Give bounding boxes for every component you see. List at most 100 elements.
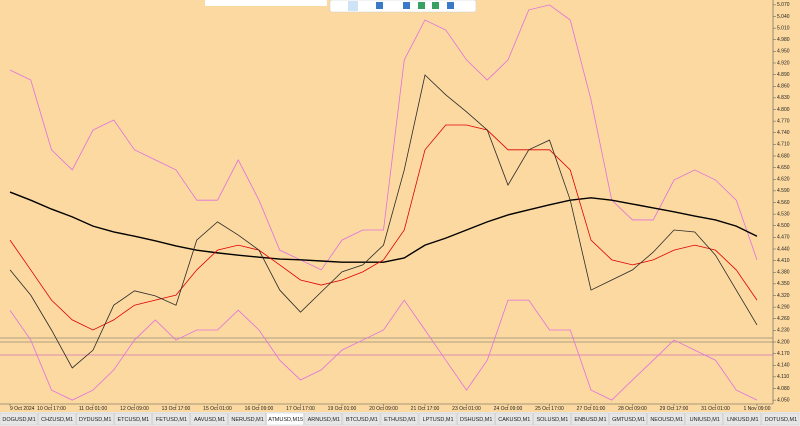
y-tick-label: 4.110 bbox=[777, 374, 789, 380]
x-tick-label: 31 Oct 01:00 bbox=[701, 406, 730, 412]
tab-label: ETHUSD,M1 bbox=[384, 417, 416, 423]
tab[interactable] bbox=[0, 412, 38, 426]
x-tick-label: 16 Oct 09:00 bbox=[245, 406, 274, 412]
tab-label: GMTUSD,M1 bbox=[612, 417, 645, 423]
y-tick-label: 4.080 bbox=[777, 386, 790, 392]
y-tick-label: 5.040 bbox=[777, 14, 790, 20]
x-tick-label: 17 Oct 17:00 bbox=[286, 406, 315, 412]
y-tick-label: 4.200 bbox=[777, 339, 790, 345]
tab[interactable] bbox=[228, 412, 266, 426]
y-tick-label: 4.050 bbox=[777, 397, 790, 403]
x-tick-label: 19 Oct 01:00 bbox=[328, 406, 357, 412]
price-axis bbox=[773, 0, 800, 412]
tab-label: CAKUSD,M1 bbox=[498, 417, 530, 423]
y-tick-label: 4.890 bbox=[777, 72, 790, 78]
x-tick-label: 1 Nov 09:00 bbox=[744, 406, 771, 412]
tab-label: CHZUSD,M1 bbox=[41, 417, 73, 423]
y-tick-label: 4.980 bbox=[777, 37, 790, 43]
y-tick-label: 4.710 bbox=[777, 142, 790, 148]
x-tick-label: 12 Oct 09:00 bbox=[120, 406, 149, 412]
y-tick-label: 4.650 bbox=[777, 165, 790, 171]
tab[interactable] bbox=[342, 412, 381, 426]
x-tick-label: 20 Oct 09:00 bbox=[369, 406, 398, 412]
tab-label: NERUSD,M1 bbox=[231, 417, 263, 423]
tab-label: ATMUSD,M15 bbox=[268, 417, 303, 423]
y-tick-label: 4.560 bbox=[777, 200, 790, 206]
y-tick-label: 4.590 bbox=[777, 188, 790, 194]
tab-label: NEOUSD,M1 bbox=[650, 417, 683, 423]
tab[interactable] bbox=[75, 412, 114, 426]
y-tick-label: 4.230 bbox=[777, 328, 790, 334]
x-tick-label: 25 Oct 17:00 bbox=[535, 406, 564, 412]
y-tick-label: 4.140 bbox=[777, 363, 790, 369]
y-tick-label: 4.530 bbox=[777, 211, 790, 217]
x-tick-label: 29 Oct 17:00 bbox=[660, 406, 689, 412]
y-tick-label: 4.500 bbox=[777, 223, 790, 229]
x-tick-label: 23 Oct 01:00 bbox=[452, 406, 481, 412]
series-line bbox=[9, 299, 758, 401]
tab-label: DYDUSD,M1 bbox=[79, 417, 111, 423]
y-tick-label: 4.320 bbox=[777, 293, 790, 299]
tab-label: UNIUSD,M1 bbox=[690, 417, 720, 423]
tab-label: AAVUSD,M1 bbox=[194, 417, 225, 423]
y-tick-label: 4.470 bbox=[777, 235, 790, 241]
tab[interactable] bbox=[418, 412, 457, 426]
tool-button[interactable] bbox=[403, 2, 410, 9]
tab-label: LPTUSD,M1 bbox=[423, 417, 454, 423]
y-tick-label: 4.920 bbox=[777, 60, 790, 66]
tool-button[interactable] bbox=[447, 2, 454, 9]
tab-label: ETCUSD,M1 bbox=[117, 417, 149, 423]
series-line bbox=[9, 74, 758, 369]
tab[interactable] bbox=[456, 412, 495, 426]
series-line bbox=[9, 124, 758, 331]
tab[interactable] bbox=[495, 412, 533, 426]
tab[interactable] bbox=[761, 412, 800, 426]
tool-button[interactable] bbox=[418, 2, 425, 9]
tab[interactable] bbox=[37, 412, 76, 426]
tool-button[interactable] bbox=[432, 2, 439, 9]
tab[interactable] bbox=[609, 412, 647, 426]
x-tick-label: 9 Oct 2024 bbox=[10, 406, 35, 412]
tab-label: DOTUSD,M1 bbox=[765, 417, 797, 423]
x-tick-label: 21 Oct 17:00 bbox=[411, 406, 440, 412]
y-tick-label: 4.380 bbox=[777, 270, 790, 276]
y-tick-label: 4.680 bbox=[777, 153, 790, 159]
y-tick-label: 4.350 bbox=[777, 281, 790, 287]
tab[interactable] bbox=[114, 412, 152, 426]
tab-label: ENBUSD,M1 bbox=[574, 417, 606, 423]
x-tick-label: 27 Oct 01:00 bbox=[577, 406, 606, 412]
tab[interactable] bbox=[380, 412, 419, 426]
x-tick-label: 28 Oct 09:00 bbox=[618, 406, 647, 412]
tab[interactable] bbox=[685, 412, 724, 426]
tab-label: DOGUSD,M1 bbox=[2, 417, 35, 423]
y-tick-label: 5.070 bbox=[777, 2, 790, 8]
series-line bbox=[9, 191, 758, 263]
series-line bbox=[9, 4, 758, 271]
tab[interactable] bbox=[152, 412, 190, 426]
y-tick-label: 4.860 bbox=[777, 84, 790, 90]
tab-label: ARNUSD,M1 bbox=[308, 417, 340, 423]
tab[interactable] bbox=[190, 412, 228, 426]
tab-label: FETUSD,M1 bbox=[156, 417, 187, 423]
tab[interactable] bbox=[723, 412, 762, 426]
tab[interactable] bbox=[266, 412, 304, 426]
tool-button[interactable] bbox=[376, 2, 383, 9]
tab-label: LNKUSD,M1 bbox=[727, 417, 758, 423]
y-tick-label: 4.830 bbox=[777, 95, 790, 101]
toolbar bbox=[205, 0, 477, 13]
tab-label: BTCUSD,M1 bbox=[346, 417, 378, 423]
y-tick-label: 4.170 bbox=[777, 351, 790, 357]
tab[interactable] bbox=[571, 412, 609, 426]
x-tick-label: 11 Oct 01:00 bbox=[79, 406, 107, 412]
tool-button[interactable] bbox=[348, 1, 358, 11]
x-tick-label: 24 Oct 09:00 bbox=[494, 406, 523, 412]
x-tick-label: 15 Oct 01:00 bbox=[203, 406, 232, 412]
y-tick-label: 4.740 bbox=[777, 130, 790, 136]
y-tick-label: 4.410 bbox=[777, 258, 790, 264]
tab[interactable] bbox=[533, 412, 571, 426]
tab-label: DSHUSD,M1 bbox=[460, 417, 492, 423]
tab[interactable] bbox=[647, 412, 685, 426]
y-tick-label: 4.800 bbox=[777, 107, 790, 113]
tab[interactable] bbox=[304, 412, 343, 426]
